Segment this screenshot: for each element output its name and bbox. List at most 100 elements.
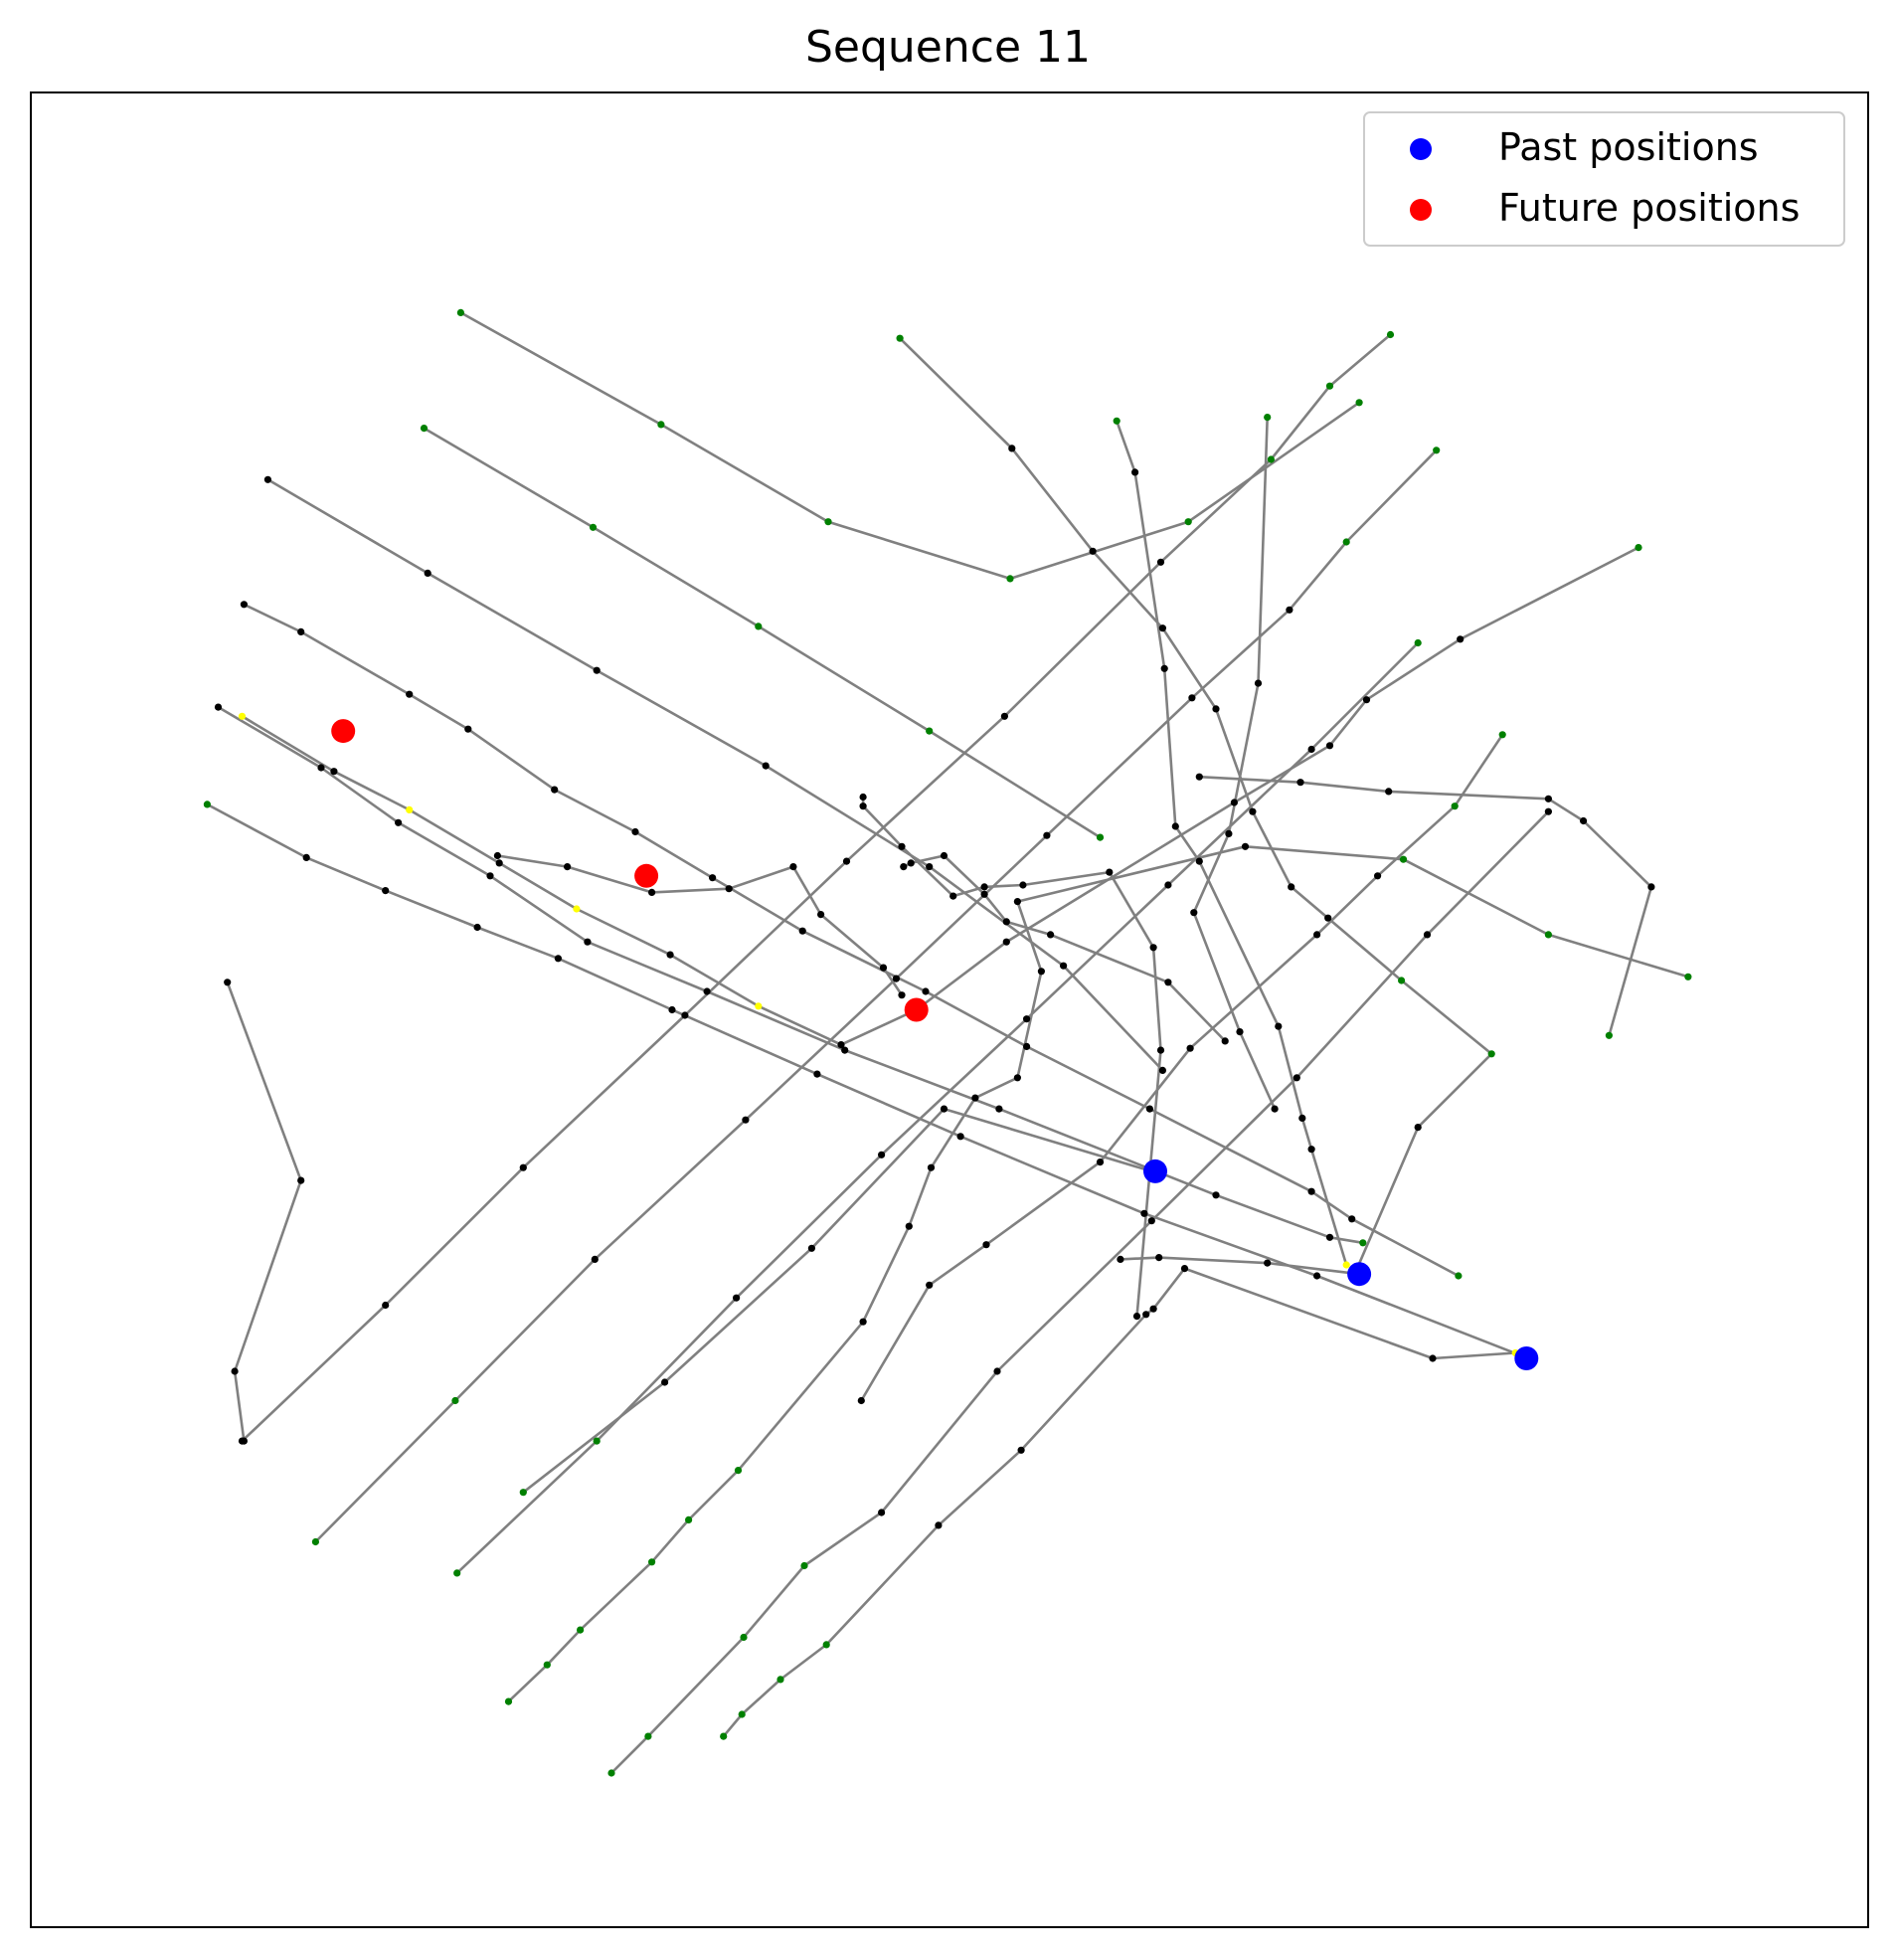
past-position-marker-0: [1143, 1158, 1167, 1183]
trajectory-11-point-9: [971, 1094, 979, 1102]
trajectory-11-point-2: [577, 1626, 585, 1634]
trajectory-22-point-1: [1164, 979, 1172, 986]
trajectory-22-point-2: [1047, 931, 1055, 939]
trajectory-21-point-1: [1647, 883, 1655, 891]
position-markers: [331, 719, 1539, 1370]
trajectory-6-point-1: [330, 768, 338, 776]
trajectory-12-point-8: [1423, 931, 1432, 939]
trajectory-12-point-7: [1293, 1074, 1300, 1082]
trajectory-11-point-10: [1013, 1074, 1021, 1082]
trajectory-11-point-12: [1013, 898, 1021, 906]
trajectory-21-point-4: [1385, 788, 1393, 796]
trajectory-9-point-1: [451, 1396, 459, 1405]
trajectory-2-point-2: [593, 666, 601, 674]
trajectory-15-point-3: [1096, 1158, 1105, 1166]
trajectory-16-point-9: [859, 793, 867, 802]
trajectory-9-point-3: [742, 1116, 750, 1124]
trajectory-6-point-13: [1457, 635, 1465, 643]
trajectory-13-point-7: [1149, 1305, 1157, 1313]
trajectory-18-point-4: [1195, 857, 1203, 865]
trajectory-4-point-5: [703, 987, 711, 995]
trajectory-20-point-0: [898, 991, 906, 999]
trajectory-13-point-4: [935, 1521, 943, 1529]
trajectory-2-point-5: [1060, 962, 1068, 970]
trajectory-5-point-3: [473, 923, 481, 932]
trajectory-16-point-6: [949, 892, 957, 900]
chart-title: Sequence 11: [804, 22, 1091, 73]
trajectory-3-point-0: [240, 601, 248, 609]
trajectory-10-point-3: [878, 1151, 886, 1158]
trajectory-9-point-5: [1043, 831, 1051, 839]
trajectory-2-point-1: [424, 569, 431, 578]
trajectory-18-point-8: [1113, 417, 1120, 425]
trajectory-13-point-3: [822, 1641, 830, 1649]
trajectory-4-point-9: [1325, 1233, 1334, 1241]
trajectory-21-point-6: [1195, 773, 1203, 781]
trajectory-line-5: [206, 802, 1529, 1360]
trajectory-19-point-0: [1271, 1105, 1279, 1113]
trajectory-20-point-1: [879, 964, 888, 972]
trajectory-2-point-4: [926, 863, 934, 871]
trajectory-4-point-4: [584, 938, 592, 946]
trajectory-8-point-8: [1325, 382, 1334, 390]
trajectory-11-point-8: [927, 1163, 936, 1171]
trajectory-0-point-1: [657, 421, 665, 429]
trajectory-17-point-1: [1414, 1124, 1422, 1132]
trajectory-2-point-3: [762, 762, 770, 770]
trajectory-4-point-3: [486, 872, 494, 880]
trajectory-line-7: [226, 981, 303, 1442]
trajectory-7-point-0: [224, 979, 232, 986]
trajectory-5-point-8: [1140, 1209, 1148, 1217]
trajectory-20-point-2: [817, 911, 825, 919]
trajectory-21-point-2: [1580, 816, 1588, 825]
trajectory-6-point-14: [1635, 544, 1642, 552]
trajectory-line-1: [423, 427, 1102, 839]
trajectory-line-21: [1199, 775, 1653, 1036]
trajectory-9-point-7: [1286, 606, 1293, 614]
trajectory-17-point-10: [1008, 445, 1016, 452]
trajectory-4-point-8: [1212, 1191, 1220, 1199]
trajectory-16-point-8: [859, 802, 867, 810]
trajectory-8-point-9: [1386, 330, 1395, 339]
trajectory-14-point-1: [661, 1378, 669, 1386]
trajectory-8-point-7: [1267, 455, 1275, 463]
trajectory-13-point-5: [1017, 1446, 1025, 1454]
trajectory-11-point-1: [543, 1661, 551, 1669]
trajectory-14-point-2: [807, 1244, 816, 1252]
trajectory-20-point-4: [725, 885, 733, 893]
trajectory-6-point-7: [837, 1041, 845, 1049]
trajectory-6-point-5: [666, 951, 674, 959]
trajectory-23-point-1: [1264, 1259, 1272, 1267]
trajectory-14-point-3: [940, 1105, 948, 1113]
trajectory-6-point-4: [573, 905, 581, 913]
future-position-marker-2: [904, 997, 929, 1022]
trajectory-0-point-3: [1006, 575, 1014, 583]
trajectory-11-point-0: [504, 1697, 513, 1705]
trajectory-line-14: [522, 1107, 1152, 1494]
trajectory-22-point-0: [1221, 1037, 1229, 1045]
trajectory-18-point-6: [1160, 664, 1168, 672]
trajectory-17-point-7: [1212, 705, 1220, 713]
trajectory-12-point-5: [993, 1367, 1001, 1375]
trajectory-6-point-11: [1325, 742, 1334, 750]
trajectory-3-point-6: [709, 874, 717, 882]
trajectory-6-point-12: [1362, 696, 1371, 704]
trajectory-7-point-1: [297, 1176, 305, 1184]
trajectory-3-point-7: [798, 927, 806, 935]
trajectory-line-13: [722, 1267, 1516, 1737]
trajectory-0-point-2: [824, 518, 832, 526]
future-position-marker-1: [634, 863, 659, 888]
trajectory-12-point-9: [1544, 807, 1552, 815]
trajectory-11-point-7: [905, 1222, 913, 1230]
trajectory-15-point-7: [1451, 802, 1459, 810]
trajectory-3-point-5: [631, 827, 639, 836]
trajectory-8-point-1: [382, 1301, 390, 1310]
trajectory-17-point-5: [1288, 883, 1295, 891]
trajectory-line-18: [1115, 420, 1348, 1266]
trajectory-6-point-2: [406, 805, 414, 814]
trajectory-15-point-5: [1313, 931, 1321, 939]
trajectory-1-point-0: [420, 425, 429, 433]
trajectory-6-point-6: [755, 1002, 763, 1010]
trajectory-2-point-6: [1158, 1066, 1166, 1074]
trajectory-4-point-1: [317, 764, 325, 772]
